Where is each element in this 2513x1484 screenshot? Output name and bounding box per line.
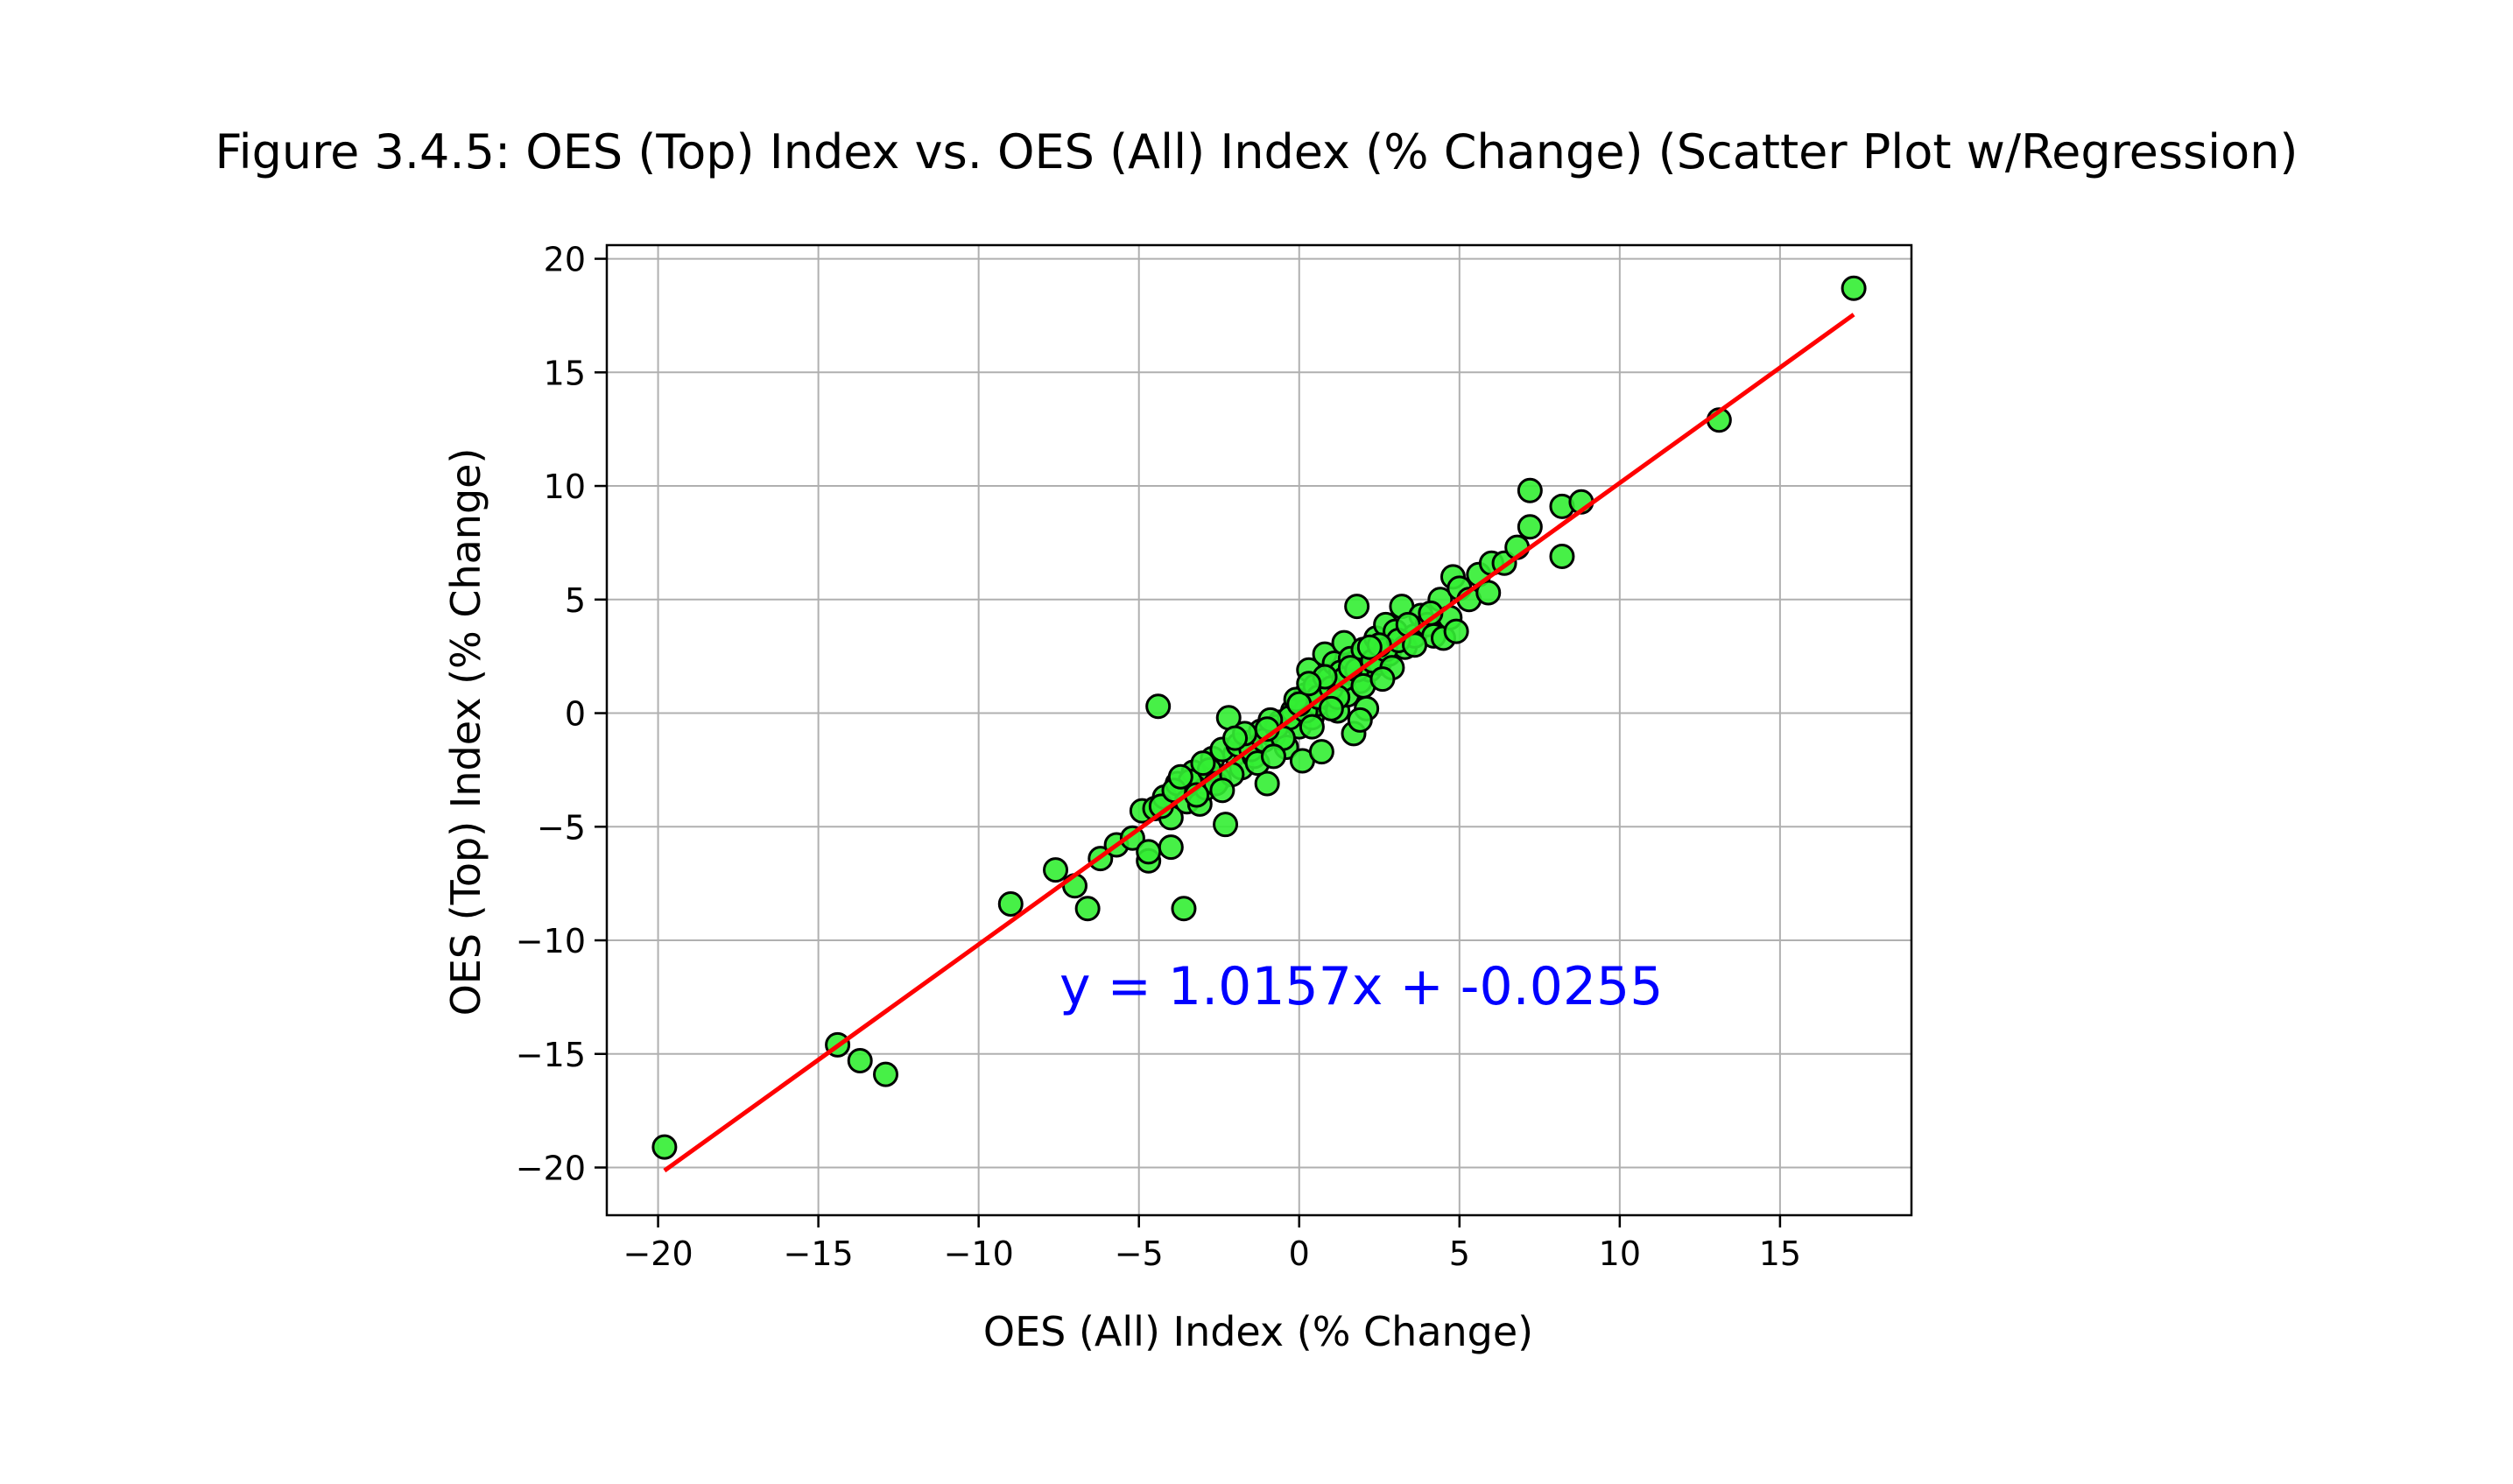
data-point: [1190, 750, 1216, 777]
data-point: [1145, 693, 1172, 720]
data-point: [1308, 739, 1334, 765]
data-point: [1260, 743, 1286, 770]
data-point: [847, 1048, 873, 1074]
data-point: [1517, 477, 1543, 503]
data-point: [651, 1134, 678, 1160]
data-point: [1347, 707, 1373, 733]
y-axis-title: OES (Top) Index (% Change): [442, 448, 489, 1016]
y-tick-label: 10: [544, 468, 586, 506]
data-point: [1299, 714, 1325, 740]
data-point: [997, 891, 1024, 918]
data-point: [1222, 725, 1249, 751]
regression-line: [663, 313, 1855, 1173]
data-point: [1119, 825, 1145, 851]
x-tick-label: 15: [1759, 1234, 1801, 1273]
y-tick-label: −15: [516, 1036, 586, 1074]
data-point: [1209, 777, 1235, 804]
scatter-points: [651, 275, 1867, 1160]
x-tick-label: 10: [1599, 1234, 1641, 1273]
data-point: [1318, 695, 1344, 721]
data-point: [1517, 514, 1543, 540]
x-tick-label: −20: [623, 1234, 693, 1273]
data-point: [1841, 275, 1867, 301]
y-tick-label: −5: [537, 808, 586, 847]
data-point: [1136, 839, 1162, 865]
data-point: [1158, 834, 1184, 861]
y-axis: −20 −15 −10 −5 0 5 10 15 20: [516, 241, 607, 1188]
x-tick-label: −15: [784, 1234, 854, 1273]
y-tick-label: −10: [516, 922, 586, 960]
x-tick-label: −5: [1115, 1234, 1164, 1273]
y-tick-label: 20: [544, 241, 586, 279]
data-point: [1344, 594, 1370, 620]
data-point: [1549, 543, 1575, 569]
data-point: [1171, 896, 1197, 922]
data-point: [1213, 812, 1239, 838]
y-tick-label: 5: [565, 581, 586, 620]
data-point: [1356, 634, 1383, 660]
x-tick-label: 0: [1289, 1234, 1310, 1273]
data-point: [1402, 632, 1428, 658]
data-point: [1167, 763, 1193, 790]
y-tick-label: 15: [544, 354, 586, 392]
regression-equation: y = 1.0157x + -0.0255: [1059, 956, 1663, 1017]
data-point: [1296, 671, 1322, 697]
data-point: [1043, 857, 1069, 883]
x-axis-title: OES (All) Index (% Change): [983, 1308, 1533, 1355]
data-point: [873, 1061, 899, 1087]
data-point: [1254, 770, 1280, 797]
plot-frame: [605, 243, 1913, 1217]
data-point: [1475, 580, 1502, 606]
y-tick-label: −20: [516, 1150, 586, 1188]
data-point: [1074, 896, 1101, 922]
chart-title: Figure 3.4.5: OES (Top) Index vs. OES (A…: [215, 124, 2298, 179]
x-tick-label: 5: [1449, 1234, 1470, 1273]
grid: [607, 245, 1911, 1215]
data-point: [1369, 666, 1396, 693]
x-tick-label: −10: [944, 1234, 1014, 1273]
data-point: [1443, 618, 1469, 644]
y-tick-label: 0: [565, 695, 586, 734]
x-axis: −20 −15 −10 −5 0 5 10 15: [623, 1215, 1801, 1273]
